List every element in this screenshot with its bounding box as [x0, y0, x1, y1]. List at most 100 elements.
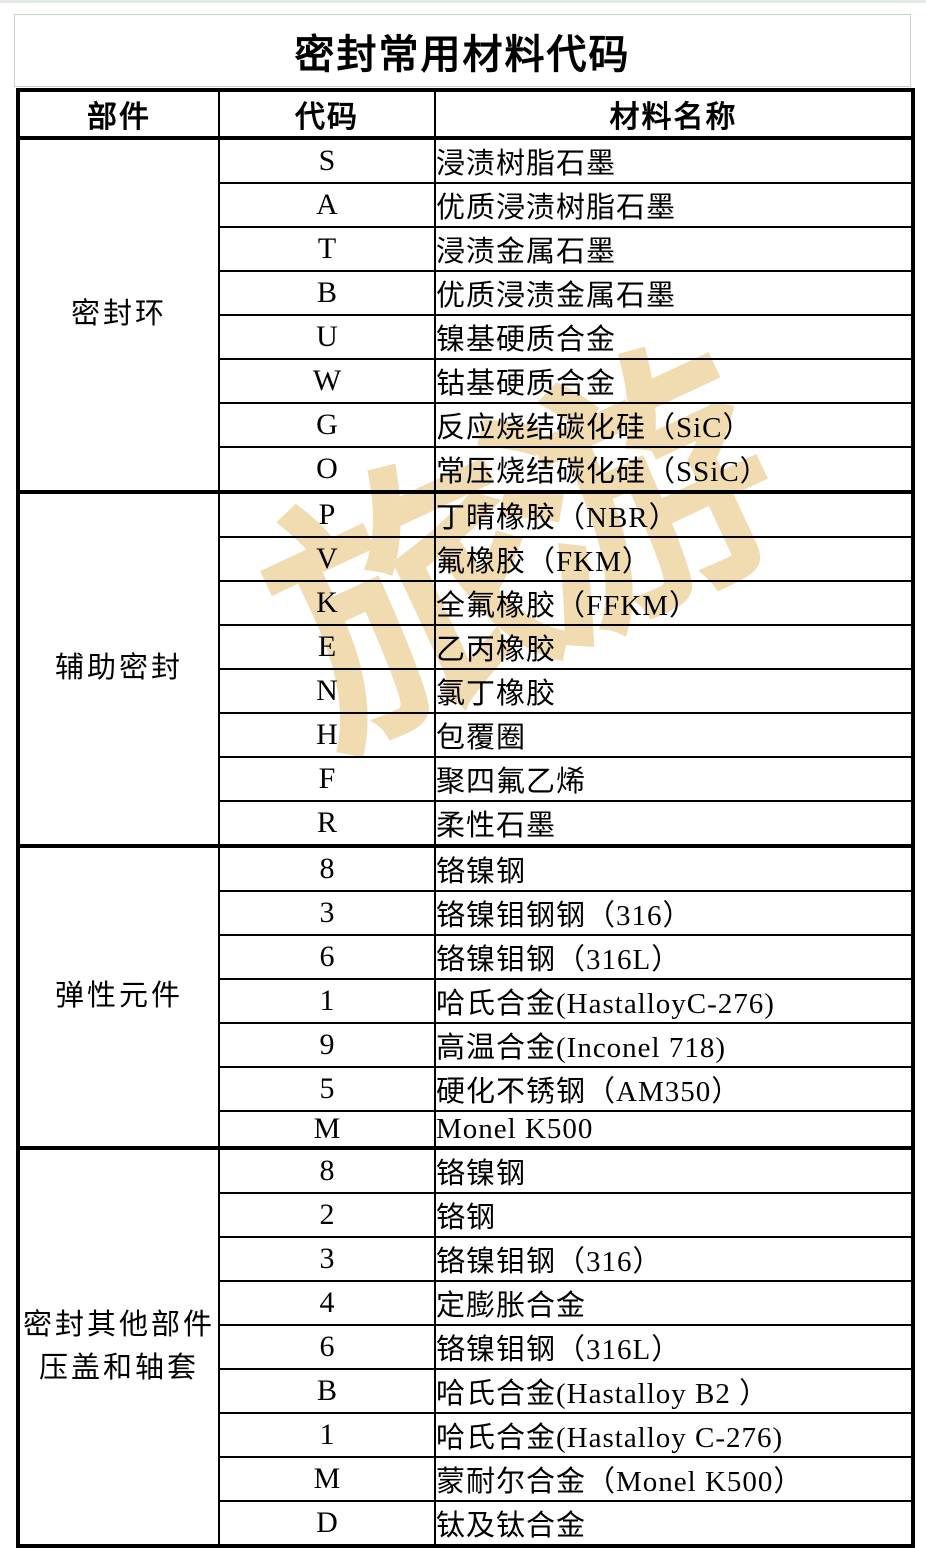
- material-name-cell: 铬镍钢: [434, 844, 914, 892]
- code-cell: D: [218, 1500, 436, 1547]
- table-row: K 全氟橡胶（FFKM）: [18, 580, 914, 626]
- material-name-cell: 硬化不锈钢（AM350）: [434, 1066, 914, 1112]
- material-name-cell: 柔性石墨: [434, 800, 914, 847]
- table-row: 6 铬镍钼钢（316L）: [18, 934, 914, 980]
- material-name-cell: 铬镍钼钢钢（316）: [434, 890, 914, 936]
- material-code-table: 部件 代码 材料名称 密封环 S 浸渍树脂石墨 A 优质浸渍树脂石墨 T 浸渍金属石墨 B 优质…: [16, 88, 915, 1548]
- page-title: 密封常用材料代码: [294, 31, 631, 77]
- material-name-cell: 铬镍钼钢（316L）: [434, 1324, 914, 1370]
- code-cell: 6: [218, 1324, 436, 1370]
- code-cell: G: [218, 402, 436, 448]
- code-cell: H: [218, 712, 436, 758]
- material-name-cell: 常压烧结碳化硅（SSiC）: [434, 446, 914, 493]
- material-name-cell: 浸渍金属石墨: [434, 226, 914, 272]
- code-cell: E: [218, 624, 436, 670]
- material-name-cell: 钛及钛合金: [434, 1500, 914, 1547]
- table-row: V 氟橡胶（FKM）: [18, 536, 914, 582]
- table-row: O 常压烧结碳化硅（SSiC）: [18, 446, 914, 493]
- part-group-cell: 密封其他部件压盖和轴套: [17, 1146, 220, 1547]
- table-row: B 优质浸渍金属石墨: [18, 270, 914, 316]
- code-cell: W: [218, 358, 436, 404]
- code-cell: 1: [218, 978, 436, 1024]
- table-row: 密封其他部件压盖和轴套 8 铬镍钢: [17, 1146, 914, 1547]
- page-top-edge-strip: [0, 0, 926, 3]
- material-name-cell: 铬镍钢: [434, 1146, 914, 1194]
- table-row: 辅助密封 P 丁晴橡胶（NBR）: [17, 490, 914, 847]
- table-row: N 氯丁橡胶: [18, 668, 914, 714]
- header-material-name: 材料名称: [434, 89, 914, 139]
- material-name-cell: 铬镍钼钢（316）: [434, 1236, 914, 1282]
- material-name-cell: 氟橡胶（FKM）: [434, 536, 914, 582]
- material-name-cell: 哈氏合金(Hastalloy C-276): [434, 1412, 914, 1458]
- material-name-cell: 浸渍树脂石墨: [434, 136, 914, 184]
- material-name-cell: 钴基硬质合金: [434, 358, 914, 404]
- code-cell: M: [218, 1456, 436, 1502]
- material-name-cell: 优质浸渍树脂石墨: [434, 182, 914, 228]
- code-cell: 8: [218, 1146, 436, 1194]
- code-cell: V: [218, 536, 436, 582]
- code-cell: R: [218, 800, 436, 847]
- table-row: 3 铬镍钼钢钢（316）: [18, 890, 914, 936]
- table-body: 密封环 S 浸渍树脂石墨 A 优质浸渍树脂石墨 T 浸渍金属石墨 B 优质浸渍金属石墨 U 镍基硬质…: [17, 136, 914, 1547]
- material-name-cell: 乙丙橡胶: [434, 624, 914, 670]
- header-code: 代码: [218, 89, 436, 139]
- material-name-cell: 定膨胀合金: [434, 1280, 914, 1326]
- code-cell: 1: [218, 1412, 436, 1458]
- table-row: F 聚四氟乙烯: [18, 756, 914, 802]
- code-cell: O: [218, 446, 436, 493]
- material-name-cell: 全氟橡胶（FFKM）: [434, 580, 914, 626]
- table-row: 弹性元件 8 铬镍钢: [17, 844, 914, 1149]
- material-name-cell: Monel K500: [434, 1110, 914, 1149]
- header-row: 部件 代码 材料名称: [17, 89, 914, 139]
- code-cell: N: [218, 668, 436, 714]
- table-row: U 镍基硬质合金: [18, 314, 914, 360]
- material-name-cell: 反应烧结碳化硅（SiC）: [434, 402, 914, 448]
- table-row: R 柔性石墨: [18, 800, 914, 847]
- code-cell: 3: [218, 1236, 436, 1282]
- code-cell: B: [218, 1368, 436, 1414]
- table-row: H 包覆圈: [18, 712, 914, 758]
- table-row: E 乙丙橡胶: [18, 624, 914, 670]
- code-cell: 9: [218, 1022, 436, 1068]
- code-cell: F: [218, 756, 436, 802]
- code-cell: 2: [218, 1192, 436, 1238]
- table-row: M Monel K500: [18, 1110, 914, 1149]
- table-row: 5 硬化不锈钢（AM350）: [18, 1066, 914, 1112]
- code-cell: 5: [218, 1066, 436, 1112]
- table-row: 9 高温合金(Inconel 718): [18, 1022, 914, 1068]
- code-cell: T: [218, 226, 436, 272]
- material-name-cell: 丁晴橡胶（NBR）: [434, 490, 914, 538]
- code-cell: B: [218, 270, 436, 316]
- table-row: 3 铬镍钼钢（316）: [18, 1236, 914, 1282]
- code-cell: P: [218, 490, 436, 538]
- code-cell: K: [218, 580, 436, 626]
- code-cell: 3: [218, 890, 436, 936]
- code-cell: U: [218, 314, 436, 360]
- code-cell: S: [218, 136, 436, 184]
- code-cell: 8: [218, 844, 436, 892]
- table-row: 密封环 S 浸渍树脂石墨: [17, 136, 914, 493]
- material-name-cell: 包覆圈: [434, 712, 914, 758]
- material-name-cell: 哈氏合金(HastalloyC-276): [434, 978, 914, 1024]
- material-name-cell: 蒙耐尔合金（Monel K500）: [434, 1456, 914, 1502]
- material-name-cell: 铬镍钼钢（316L）: [434, 934, 914, 980]
- material-name-cell: 铬钢: [434, 1192, 914, 1238]
- material-name-cell: 镍基硬质合金: [434, 314, 914, 360]
- part-group-cell: 弹性元件: [17, 844, 220, 1149]
- material-name-cell: 高温合金(Inconel 718): [434, 1022, 914, 1068]
- code-cell: 4: [218, 1280, 436, 1326]
- table-row: W 钴基硬质合金: [18, 358, 914, 404]
- material-name-cell: 优质浸渍金属石墨: [434, 270, 914, 316]
- part-group-cell: 密封环: [17, 136, 220, 493]
- title-box: 密封常用材料代码: [14, 14, 911, 87]
- table-row: 1 哈氏合金(HastalloyC-276): [18, 978, 914, 1024]
- material-name-cell: 氯丁橡胶: [434, 668, 914, 714]
- code-cell: A: [218, 182, 436, 228]
- table-row: G 反应烧结碳化硅（SiC）: [18, 402, 914, 448]
- table-row: 2 铬钢: [18, 1192, 914, 1238]
- table-row: A 优质浸渍树脂石墨: [18, 182, 914, 228]
- material-name-cell: 哈氏合金(Hastalloy B2 ）: [434, 1368, 914, 1414]
- code-cell: M: [218, 1110, 436, 1149]
- material-name-cell: 聚四氟乙烯: [434, 756, 914, 802]
- code-cell: 6: [218, 934, 436, 980]
